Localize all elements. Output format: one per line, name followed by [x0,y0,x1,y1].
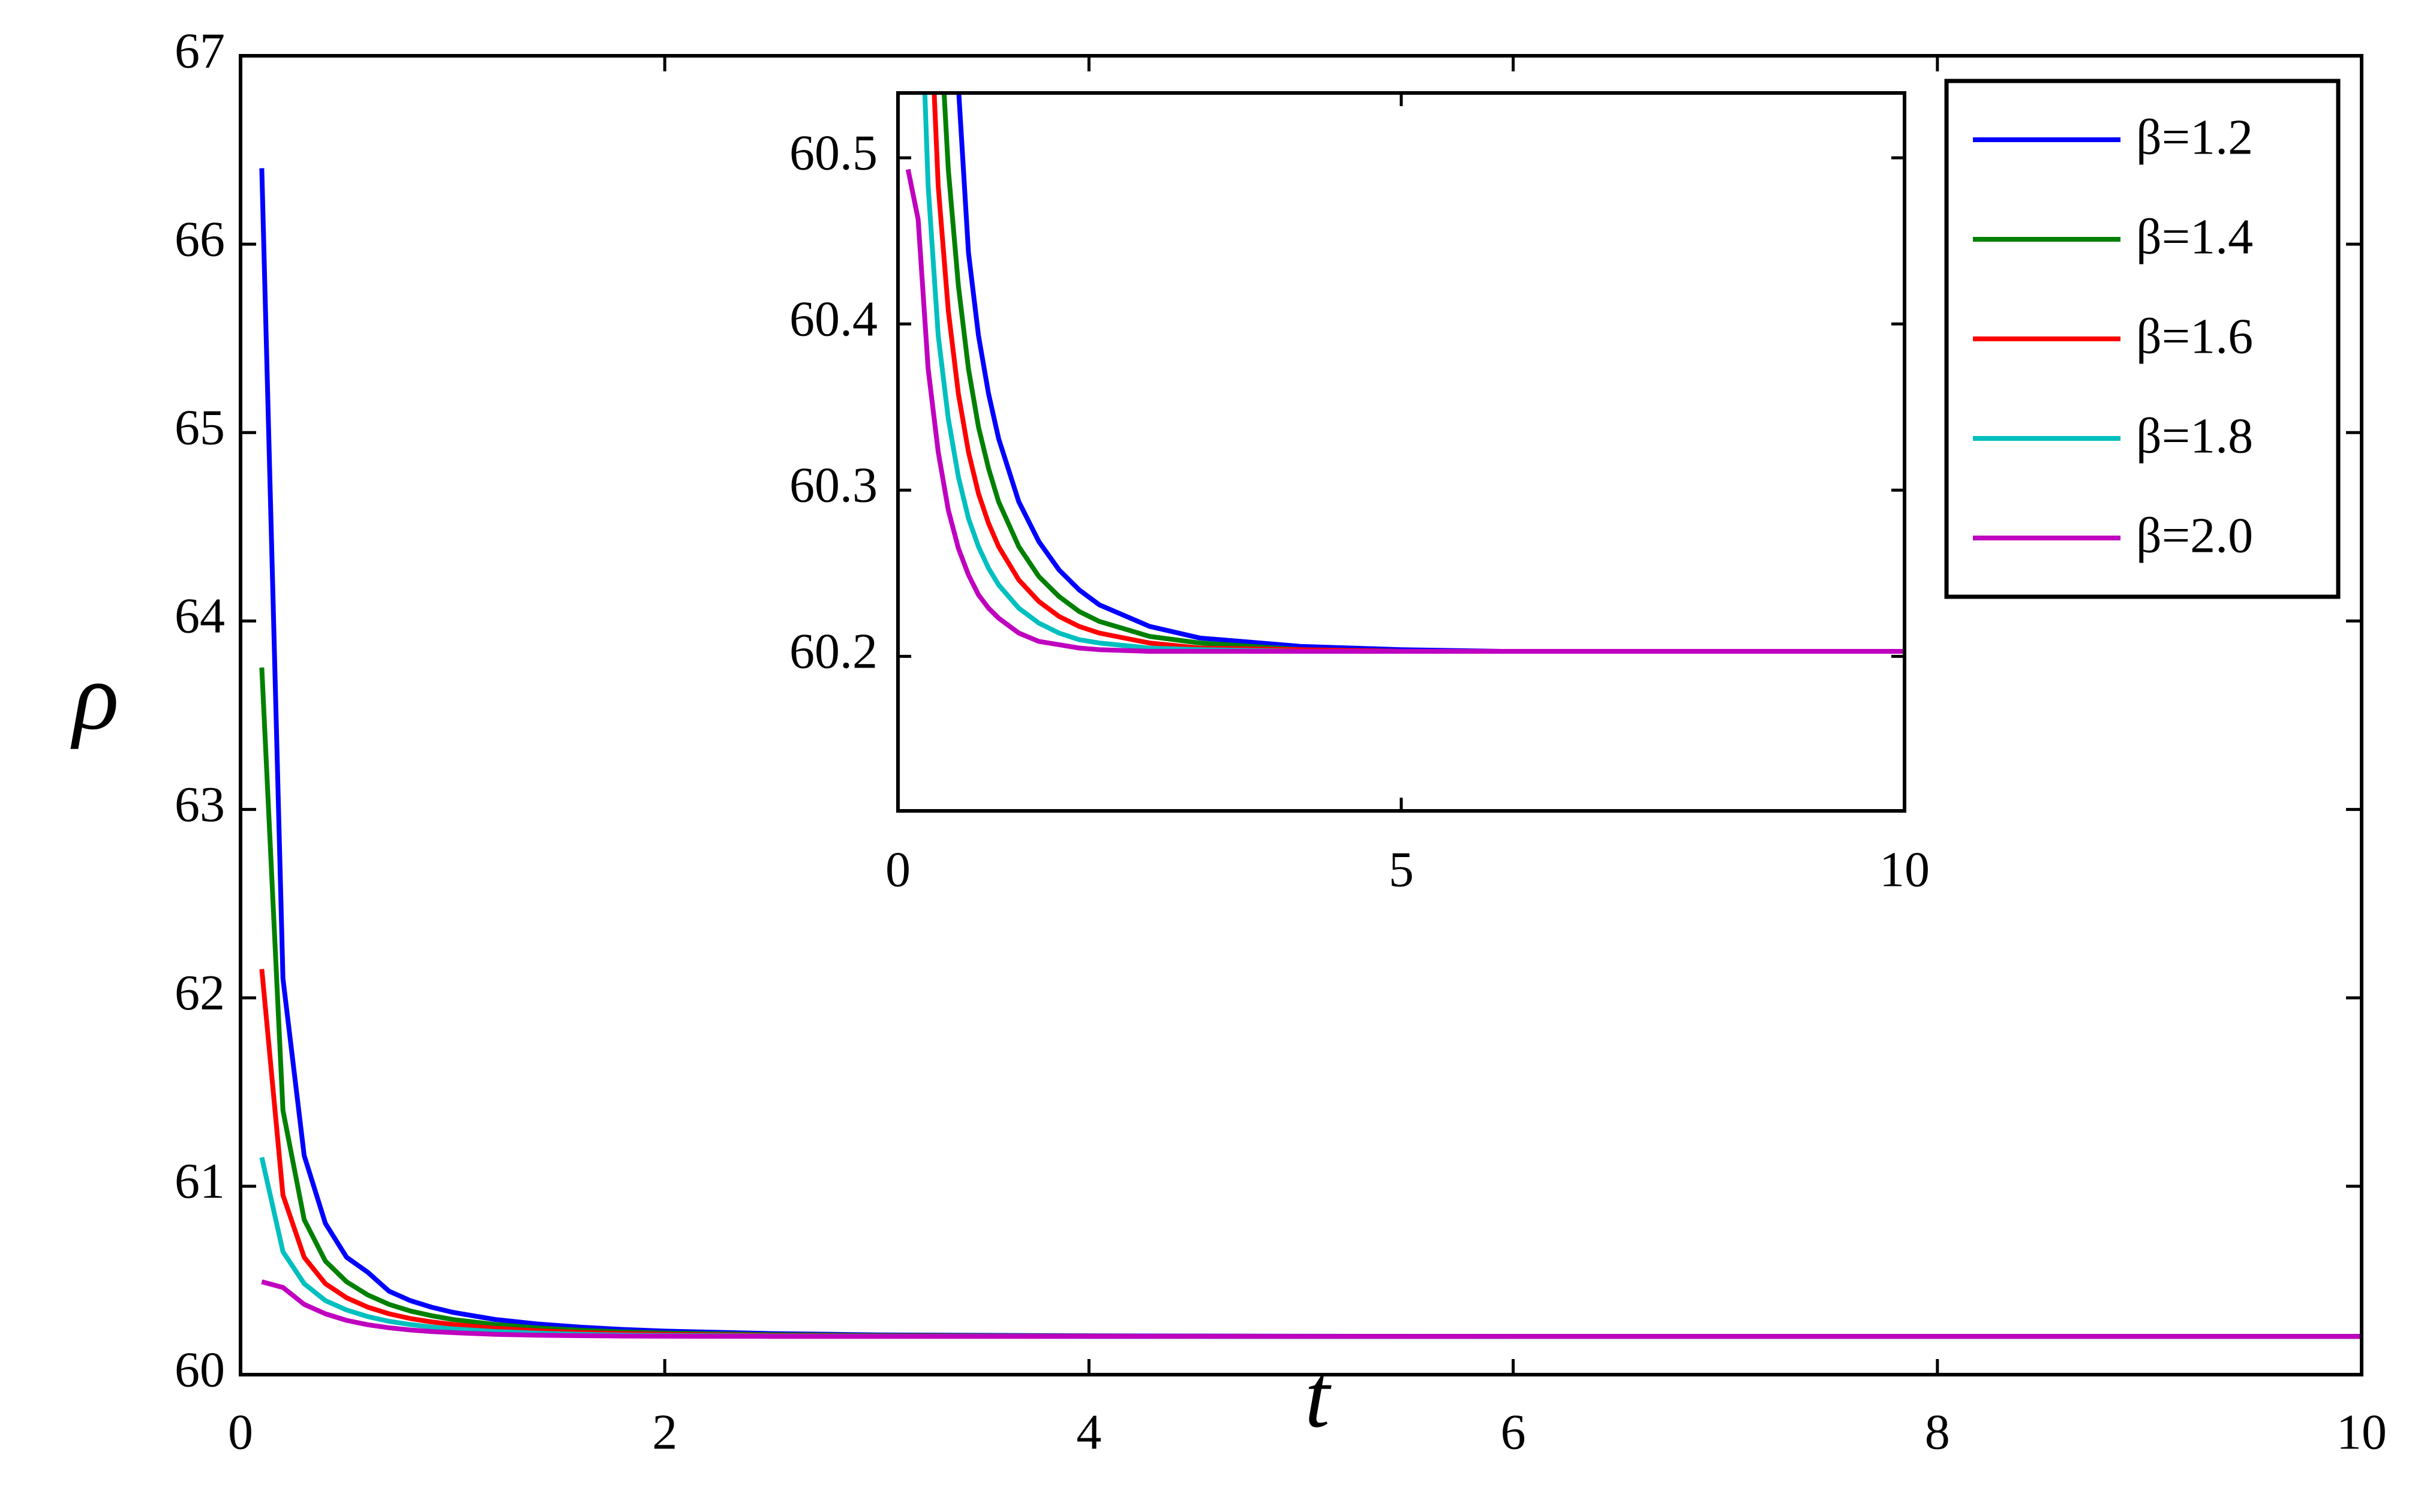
x-tick-label: 0 [885,841,911,897]
series-group [905,93,1905,654]
legend-label: β=1.8 [2136,408,2253,464]
axes-frame [896,91,1906,813]
x-tick-label: 5 [1389,841,1414,897]
legend-label: β=2.0 [2136,507,2253,563]
plot-area [898,93,1905,811]
y-tick-label: 60.4 [789,291,878,347]
axes-frame [239,54,2363,1376]
y-axis-label: ρ [70,643,119,750]
legend-label: β=1.2 [2136,109,2253,165]
y-tick-label: 67 [175,23,225,79]
x-tick-label: 4 [1076,1404,1101,1460]
y-tick-label: 64 [175,588,225,644]
series-line [905,169,1905,654]
y-tick-label: 63 [175,777,225,832]
series-group [259,168,2362,1339]
y-tick-label: 61 [175,1153,225,1209]
y-tick-label: 65 [175,400,225,456]
series-line [261,1279,2362,1339]
legend-label: β=1.4 [2136,209,2253,264]
y-tick-label: 62 [175,965,225,1021]
x-tick-label: 6 [1501,1404,1526,1460]
x-tick-label: 10 [1879,841,1930,897]
y-tick-label: 60.3 [789,458,878,513]
y-tick-label: 60 [175,1342,225,1397]
x-tick-label: 10 [2336,1404,2387,1460]
legend-label: β=1.6 [2136,308,2253,364]
x-tick-label: 8 [1925,1404,1950,1460]
y-tick-label: 60.2 [789,624,878,680]
x-tick-label: 0 [228,1404,253,1460]
x-tick-label: 2 [652,1404,677,1460]
y-tick-label: 66 [175,211,225,267]
y-tick-label: 60.5 [789,125,878,181]
